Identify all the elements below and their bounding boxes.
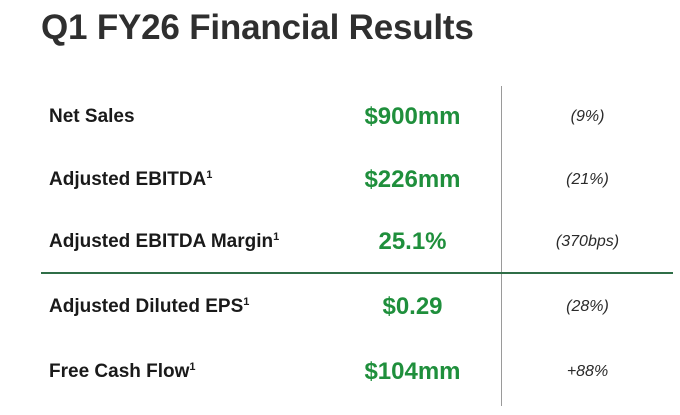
footnote-marker: 1 [189, 361, 196, 373]
metric-label: Adjusted Diluted EPS1 [49, 296, 250, 317]
section-divider [41, 272, 673, 274]
footnote-marker: 1 [206, 169, 213, 181]
metric-row-net-sales: Net Sales $900mm (9%) [0, 97, 680, 137]
metric-row-adjusted-ebitda-margin: Adjusted EBITDA Margin1 25.1% (370bps) [0, 222, 680, 262]
metric-label: Net Sales [49, 106, 135, 127]
metric-value: $226mm [364, 166, 461, 193]
metric-value: $0.29 [382, 293, 443, 320]
metric-change: (9%) [570, 108, 605, 125]
page-title: Q1 FY26 Financial Results [41, 8, 474, 47]
metric-row-adjusted-ebitda: Adjusted EBITDA1 $226mm (21%) [0, 160, 680, 200]
metric-change: +88% [566, 363, 609, 380]
column-divider [501, 86, 502, 406]
metric-change: (21%) [566, 171, 609, 188]
metric-value: 25.1% [378, 228, 447, 255]
metric-row-adjusted-diluted-eps: Adjusted Diluted EPS1 $0.29 (28%) [0, 287, 680, 327]
metric-value: $900mm [364, 103, 461, 130]
metric-label: Free Cash Flow1 [49, 361, 196, 382]
metric-label: Adjusted EBITDA1 [49, 169, 213, 190]
footnote-marker: 1 [273, 231, 280, 243]
metric-change: (370bps) [555, 233, 620, 250]
metric-change: (28%) [566, 298, 609, 315]
metric-row-free-cash-flow: Free Cash Flow1 $104mm +88% [0, 352, 680, 392]
footnote-marker: 1 [243, 296, 250, 308]
metric-label: Adjusted EBITDA Margin1 [49, 231, 280, 252]
metric-value: $104mm [364, 358, 461, 385]
